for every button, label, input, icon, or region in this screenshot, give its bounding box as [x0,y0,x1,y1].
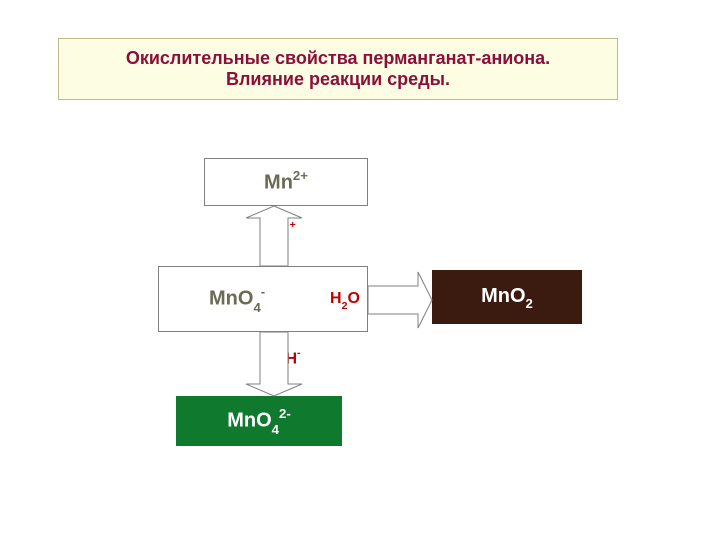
mno42-formula: MnO42- [227,407,291,435]
title-line-2: Влияние реакции среды. [59,69,617,90]
title-box: Окислительные свойства перманганат-анион… [58,38,618,100]
condition-h-plus: H+ [278,220,296,240]
mn2-formula: Mn2+ [264,169,308,195]
mno4-formula: MnO4- [209,285,265,313]
box-mn2plus: Mn2+ [204,158,368,206]
condition-h2o: H2O [330,290,360,310]
box-mno4-2minus: MnO42- [176,396,342,446]
condition-oh-minus: OH- [273,348,301,368]
mno2-formula: MnO2 [481,285,533,310]
box-mno2: MnO2 [432,270,582,324]
title-line-1: Окислительные свойства перманганат-анион… [59,48,617,69]
diagram-stage: Окислительные свойства перманганат-анион… [0,0,720,540]
